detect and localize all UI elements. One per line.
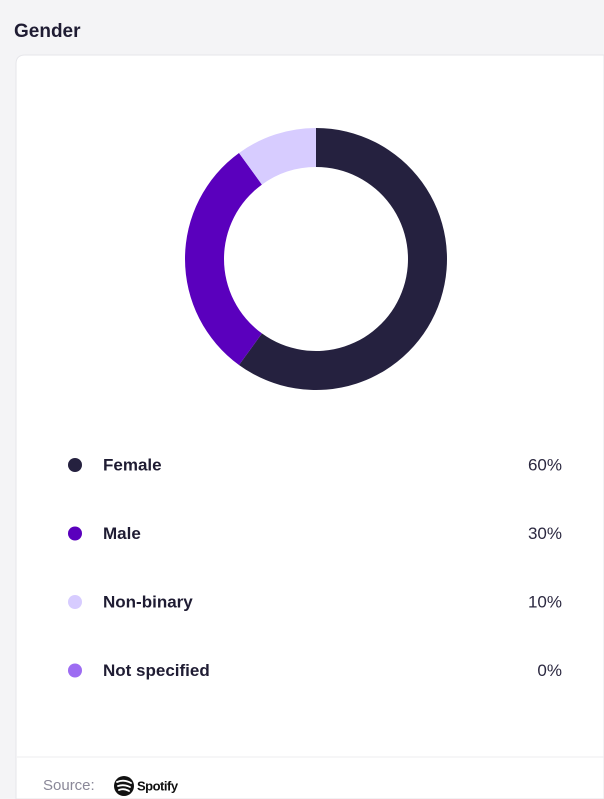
legend-value: 30% xyxy=(528,524,562,543)
chart-title: Gender xyxy=(14,21,81,42)
card xyxy=(15,54,604,799)
legend-value: 60% xyxy=(528,455,562,474)
legend-value: 0% xyxy=(537,661,562,680)
legend-dot xyxy=(68,526,82,541)
legend-label: Male xyxy=(103,524,141,543)
source-label: Source: xyxy=(43,777,95,794)
spotify-logo xyxy=(114,776,134,796)
source-brand: Spotify xyxy=(137,778,179,793)
donut-segment xyxy=(185,153,262,365)
legend-label: Non-binary xyxy=(103,592,193,611)
donut-segment xyxy=(239,128,316,185)
legend-label: Not specified xyxy=(103,661,210,680)
legend-dot xyxy=(68,663,82,678)
donut-segment xyxy=(239,128,447,390)
legend-dot xyxy=(68,595,82,609)
legend-value: 10% xyxy=(528,592,562,611)
legend-label: Female xyxy=(103,455,162,474)
legend-dot xyxy=(68,458,82,472)
